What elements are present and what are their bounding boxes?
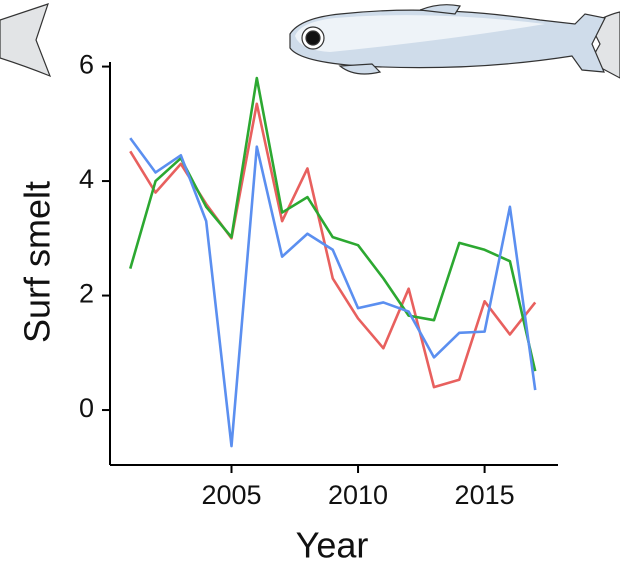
y-tick-label: 6 [79, 50, 94, 80]
chart: Year Surf smelt 0 2 4 6 2005 2010 2015 [0, 0, 620, 570]
series-line [130, 78, 535, 371]
series-line [130, 138, 535, 446]
series-line [130, 104, 535, 387]
x-tick-label: 2005 [201, 480, 261, 510]
y-tick-label: 2 [79, 279, 94, 309]
x-tick-label: 2015 [455, 480, 515, 510]
y-tick-label: 0 [79, 393, 94, 423]
x-axis-title: Year [296, 525, 369, 566]
y-tick-label: 4 [79, 164, 94, 194]
y-axis-title: Surf smelt [17, 181, 58, 343]
x-tick-label: 2010 [328, 480, 388, 510]
